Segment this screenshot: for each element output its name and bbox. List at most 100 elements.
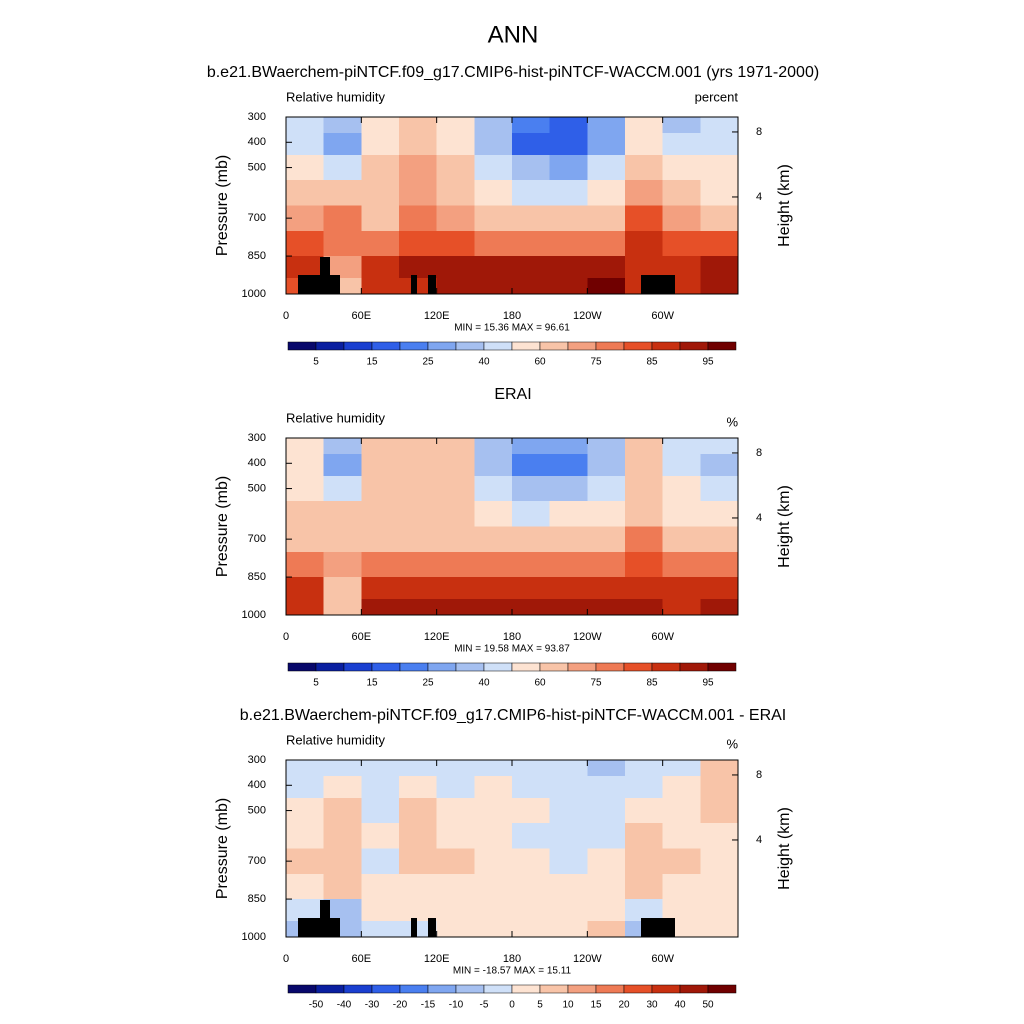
contour-cell [474,205,513,232]
contour-cell [662,599,701,616]
contour-cell [512,117,551,134]
contour-cell [323,501,362,527]
contour-cell [549,230,588,257]
contour-cell [512,899,551,922]
contour-cell [549,921,588,938]
contour-cell [286,775,325,799]
contour-cell [436,551,475,578]
colorbar-box [371,662,401,672]
contour-cell [323,256,362,279]
contour-cell [399,577,438,600]
contour-cell [399,501,438,527]
contour-cell [323,526,362,553]
colorbar-box [455,662,485,672]
contour-cell [361,797,400,824]
contour-cell [436,117,475,134]
contour-cell [361,775,400,799]
colorbar-box [427,984,457,994]
contour-cell [512,797,551,824]
contour-cell [512,453,551,477]
contour-cell [662,205,701,232]
terrain-mask [330,918,340,937]
contour-cell [323,475,362,502]
contour-cell [436,848,475,875]
contour-cell [436,230,475,257]
contour-cell [625,453,664,477]
contour-cell [625,117,664,134]
y-tick-label: 500 [248,161,266,173]
contour-cell [323,438,362,455]
contour-cell [286,577,325,600]
contour-cell [549,475,588,502]
contour-cell [700,577,739,600]
contour-cell [474,453,513,477]
contour-cell [625,230,664,257]
contour-cell [662,526,701,553]
x-tick-label: 60E [352,953,372,965]
contour-cell [436,599,475,616]
terrain-mask [298,275,310,294]
y2-tick-label: 4 [756,834,762,846]
y-tick-label: 1000 [242,288,266,300]
contour-cell [474,132,513,156]
contour-cell [662,230,701,257]
contour-cell [549,154,588,181]
contour-cell [436,775,475,799]
terrain-mask [411,275,417,294]
contour-cell [700,154,739,181]
contour-cell [549,117,588,134]
colorbar-box [567,662,597,672]
contour-cell [662,154,701,181]
contour-cell [399,775,438,799]
contour-cell [662,180,701,206]
colorbar-label: 60 [534,357,546,368]
contour-cell [587,797,626,824]
contour-cell [662,823,701,849]
contour-cell [512,438,551,455]
contour-cell [361,577,400,600]
contour-cell [700,873,739,900]
terrain-mask [308,275,320,294]
contour-cell [286,501,325,527]
colorbar-box [371,341,401,351]
contour-cell [587,230,626,257]
figure-title: ANN [488,21,539,48]
y-tick-label: 400 [248,779,266,791]
colorbar-box [623,662,653,672]
y-tick-label: 700 [248,533,266,545]
colorbar-label: -5 [480,1000,489,1011]
y-tick-label: 400 [248,136,266,148]
contour-cell [361,599,400,616]
stats: MIN = 19.58 MAX = 93.87 [454,644,570,655]
contour-cell [549,848,588,875]
contour-cell [549,132,588,156]
contour-cell [361,921,400,938]
contour-cell [625,475,664,502]
colorbar-box [511,341,541,351]
contour-cell [587,205,626,232]
colorbar-box [595,662,625,672]
contour-cell [361,848,400,875]
colorbar-label: 50 [702,1000,714,1011]
y2-tick-label: 4 [756,512,762,524]
colorbar-box [651,662,681,672]
contour-cell [625,438,664,455]
contour-cell [700,180,739,206]
contour-cell [436,873,475,900]
contour-cell [512,873,551,900]
y-axis-label: Pressure (mb) [214,476,231,577]
contour-cell [286,256,325,279]
stats: MIN = -18.57 MAX = 15.11 [453,966,572,977]
contour-cell [399,117,438,134]
contour-cell [323,899,362,922]
colorbar-box [427,341,457,351]
contour-cell [662,256,701,279]
colorbar-box [595,341,625,351]
contour-cell [286,848,325,875]
colorbar-box [343,662,373,672]
terrain-mask [308,918,320,937]
contour-cell [662,453,701,477]
contour-cell [700,205,739,232]
colorbar-label: 95 [702,357,714,368]
y-tick-label: 300 [248,754,266,766]
